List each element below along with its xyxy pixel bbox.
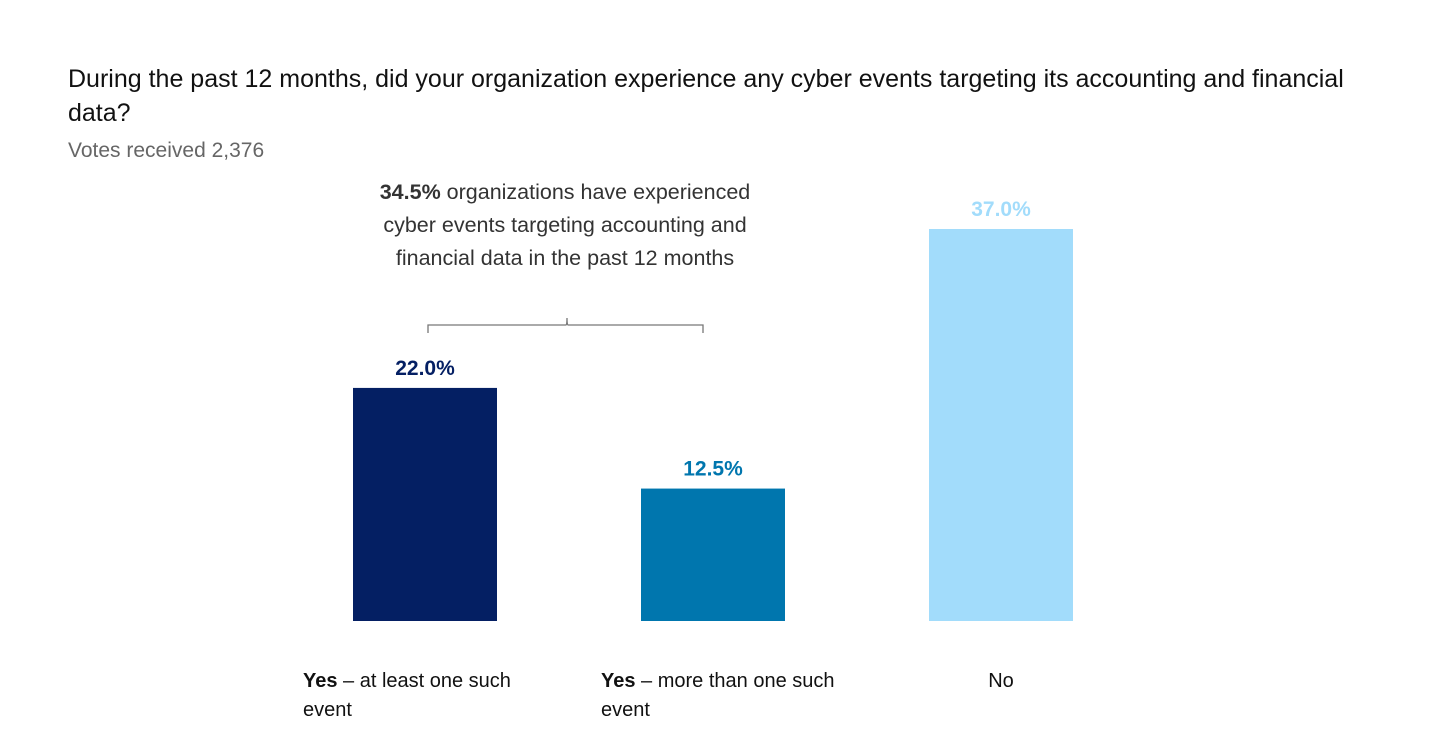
- bar: [353, 387, 497, 621]
- category-label: Yes – at least one such event: [303, 667, 543, 725]
- category-label: No: [941, 667, 1061, 696]
- category-label-bold: Yes: [601, 670, 636, 692]
- bar: [641, 488, 785, 621]
- category-label-text: – more than one such event: [601, 670, 835, 721]
- annotation-text: organizations have experienced cyber eve…: [383, 180, 751, 270]
- category-label-text: No: [988, 670, 1014, 692]
- category-label: Yes – more than one such event: [601, 667, 861, 725]
- annotation-bold: 34.5%: [379, 180, 441, 204]
- data-label: 22.0%: [395, 357, 455, 380]
- bracket-annotation: 34.5% organizations have experienced cyb…: [355, 176, 775, 275]
- bar: [929, 229, 1073, 621]
- annotation-bracket: [427, 317, 704, 333]
- category-label-bold: Yes: [303, 670, 338, 692]
- data-label: 37.0%: [971, 198, 1031, 221]
- data-label: 12.5%: [683, 458, 743, 481]
- category-label-text: – at least one such event: [303, 670, 511, 721]
- chart-subtitle: Votes received 2,376: [68, 139, 265, 162]
- chart-title: During the past 12 months, did your orga…: [68, 65, 1344, 127]
